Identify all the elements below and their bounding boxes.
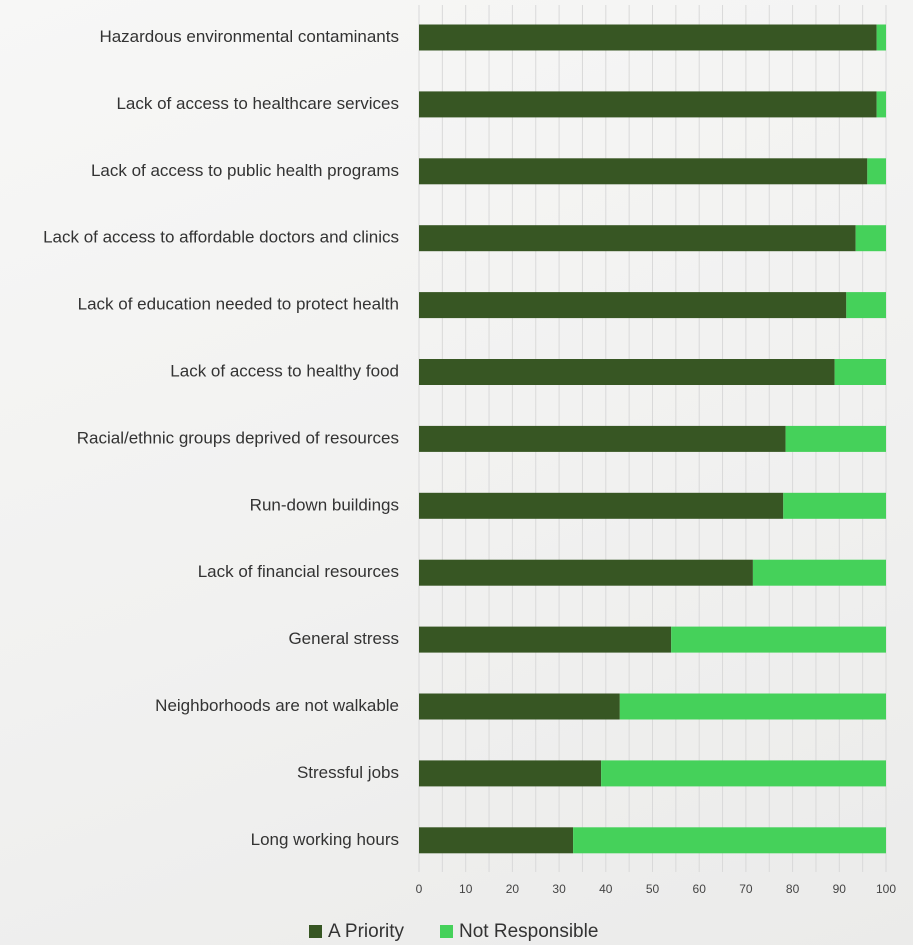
x-tick-label: 20 — [506, 882, 520, 896]
category-label: Lack of access to public health programs — [91, 161, 399, 180]
category-label: Stressful jobs — [297, 763, 399, 782]
legend-label-not-responsible: Not Responsible — [459, 921, 598, 942]
bar-a-priority — [419, 292, 847, 319]
bar-a-priority — [419, 158, 868, 185]
bar-not-responsible — [846, 292, 886, 319]
x-tick-label: 50 — [646, 882, 660, 896]
x-tick-label: 40 — [599, 882, 613, 896]
bar-a-priority — [419, 24, 877, 51]
bar-a-priority — [419, 693, 620, 720]
category-label: Lack of access to healthcare services — [116, 94, 399, 113]
category-label: Lack of access to affordable doctors and… — [43, 228, 399, 247]
bars — [419, 24, 886, 854]
legend-swatch-not-responsible — [440, 925, 453, 938]
x-tick-label: 100 — [876, 882, 896, 896]
bar-a-priority — [419, 91, 877, 118]
bar-not-responsible — [834, 359, 886, 385]
bar-not-responsible — [619, 693, 886, 720]
bar-not-responsible — [783, 492, 886, 519]
category-label: Run-down buildings — [250, 495, 399, 514]
bar-a-priority — [419, 827, 574, 854]
category-label: Racial/ethnic groups deprived of resourc… — [77, 428, 399, 447]
category-label: Neighborhoods are not walkable — [155, 696, 399, 715]
x-tick-label: 10 — [459, 882, 473, 896]
bar-a-priority — [419, 626, 672, 653]
category-label: Lack of education needed to protect heal… — [78, 295, 399, 314]
category-label: Lack of access to healthy food — [170, 361, 399, 380]
bar-not-responsible — [876, 24, 886, 51]
x-tick-label: 60 — [693, 882, 707, 896]
bar-a-priority — [419, 760, 602, 787]
x-tick-label: 80 — [786, 882, 800, 896]
bar-not-responsible — [671, 626, 886, 653]
x-tick-label: 30 — [552, 882, 566, 896]
legend-label-a-priority: A Priority — [328, 921, 405, 942]
bar-a-priority — [419, 425, 786, 452]
category-label: Hazardous environmental contaminants — [99, 27, 399, 46]
x-tick-label: 70 — [739, 882, 753, 896]
bar-a-priority — [419, 225, 856, 252]
bar-not-responsible — [867, 158, 886, 185]
legend-swatch-a-priority — [309, 925, 322, 938]
bar-not-responsible — [573, 827, 886, 854]
x-tick-label: 0 — [416, 882, 423, 896]
x-tick-label: 90 — [833, 882, 847, 896]
bar-not-responsible — [752, 559, 886, 586]
category-label: Lack of financial resources — [198, 562, 399, 581]
bar-not-responsible — [785, 425, 886, 452]
category-labels: Hazardous environmental contaminants Lack… — [43, 27, 399, 849]
bar-a-priority — [419, 559, 753, 586]
bar-a-priority — [419, 359, 835, 385]
bar-not-responsible — [855, 225, 886, 252]
bar-not-responsible — [876, 91, 886, 118]
category-label: General stress — [288, 629, 399, 648]
bar-a-priority — [419, 492, 784, 519]
bar-not-responsible — [601, 760, 886, 787]
x-axis-tick-labels: 0 10 20 30 40 50 60 70 80 90 100 — [416, 882, 897, 896]
legend: A Priority Not Responsible — [309, 921, 598, 942]
category-label: Long working hours — [251, 830, 399, 849]
